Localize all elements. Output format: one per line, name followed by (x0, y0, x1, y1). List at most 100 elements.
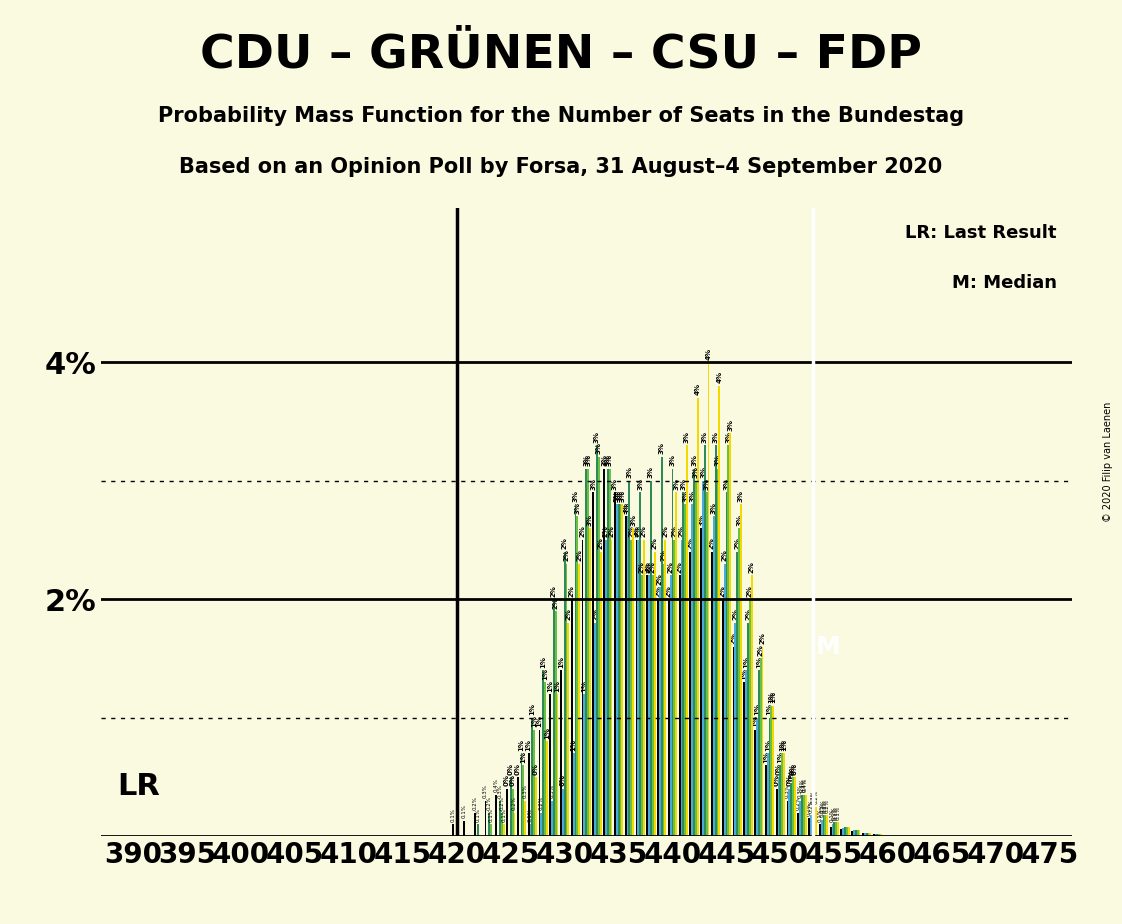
Bar (632, 528, 634, 836)
Bar (587, 468, 589, 836)
Bar (866, 833, 867, 836)
Text: 0%: 0% (774, 774, 780, 786)
Text: 0.1%: 0.1% (476, 808, 481, 822)
Text: 2%: 2% (635, 526, 642, 538)
Bar (452, 824, 454, 836)
Text: 1%: 1% (536, 715, 542, 727)
Text: 2%: 2% (640, 561, 645, 573)
Text: 0.2%: 0.2% (821, 798, 826, 812)
Text: 0%: 0% (533, 762, 539, 774)
Text: 0.1%: 0.1% (831, 806, 837, 820)
Bar (506, 789, 508, 836)
Text: 1%: 1% (778, 750, 783, 762)
Text: 3%: 3% (725, 431, 732, 443)
Bar (760, 659, 762, 836)
Text: 0.4%: 0.4% (494, 779, 499, 793)
Bar (775, 789, 778, 836)
Bar (640, 492, 641, 836)
Bar (757, 670, 760, 836)
Text: 1%: 1% (769, 691, 774, 703)
Text: 2%: 2% (562, 538, 568, 550)
Bar (772, 706, 774, 836)
Bar (754, 730, 756, 836)
Bar (473, 812, 476, 836)
Bar (867, 833, 870, 836)
Bar (679, 576, 681, 836)
Text: 0%: 0% (508, 762, 514, 774)
Text: 2%: 2% (569, 585, 574, 597)
Bar (799, 801, 801, 836)
Bar (727, 445, 729, 836)
Bar (751, 576, 753, 836)
Text: 2%: 2% (628, 526, 634, 538)
Bar (643, 540, 645, 836)
Bar (500, 812, 503, 836)
Bar (673, 540, 675, 836)
Text: 3%: 3% (670, 455, 675, 467)
Text: 0%: 0% (788, 769, 794, 781)
Bar (783, 753, 785, 836)
Bar (873, 833, 875, 836)
Bar (712, 517, 715, 836)
Bar (711, 552, 712, 836)
Text: 3%: 3% (626, 467, 633, 479)
Bar (596, 445, 598, 836)
Text: 0%: 0% (792, 762, 798, 774)
Text: 0.2%: 0.2% (822, 798, 828, 812)
Bar (792, 777, 794, 836)
Text: 3%: 3% (594, 431, 600, 443)
Text: 2%: 2% (656, 573, 663, 585)
Text: 3%: 3% (637, 478, 643, 490)
Text: 1%: 1% (558, 656, 564, 668)
Bar (628, 480, 631, 836)
Bar (718, 385, 720, 836)
Bar (853, 831, 855, 836)
Text: 0.1%: 0.1% (807, 802, 811, 816)
Text: 1%: 1% (754, 703, 760, 715)
Bar (864, 833, 866, 836)
Bar (812, 807, 813, 836)
Text: 3%: 3% (684, 431, 690, 443)
Text: 2%: 2% (745, 609, 751, 620)
Bar (822, 815, 825, 836)
Bar (557, 694, 559, 836)
Bar (553, 599, 554, 836)
Bar (641, 576, 643, 836)
Bar (735, 623, 736, 836)
Text: 0.2%: 0.2% (810, 790, 816, 804)
Bar (726, 492, 727, 836)
Text: 1%: 1% (530, 703, 535, 715)
Bar (541, 812, 542, 836)
Text: 0.1%: 0.1% (488, 808, 494, 822)
Text: 3%: 3% (614, 490, 619, 502)
Bar (789, 789, 790, 836)
Text: 0.4%: 0.4% (803, 779, 808, 793)
Bar (695, 480, 697, 836)
Bar (668, 599, 670, 836)
Bar (880, 833, 882, 836)
Bar (810, 815, 812, 836)
Text: 3%: 3% (601, 455, 607, 467)
Bar (691, 505, 693, 836)
Text: 3%: 3% (727, 419, 733, 431)
Text: 1%: 1% (742, 668, 747, 680)
Text: M: M (816, 635, 840, 659)
Text: 2%: 2% (646, 561, 652, 573)
Bar (686, 445, 688, 836)
Text: 0%: 0% (509, 774, 516, 786)
Text: 2%: 2% (747, 585, 753, 597)
Text: 1%: 1% (540, 656, 546, 668)
Bar (565, 564, 568, 836)
Text: 2%: 2% (721, 549, 727, 561)
Bar (846, 827, 848, 836)
Bar (729, 433, 732, 836)
Text: 1%: 1% (581, 679, 588, 691)
Bar (736, 552, 738, 836)
Bar (672, 468, 673, 836)
Bar (798, 812, 799, 836)
Bar (857, 831, 858, 836)
Text: 2%: 2% (720, 585, 726, 597)
Bar (852, 832, 853, 836)
Text: 0.3%: 0.3% (484, 784, 488, 798)
Bar (787, 801, 789, 836)
